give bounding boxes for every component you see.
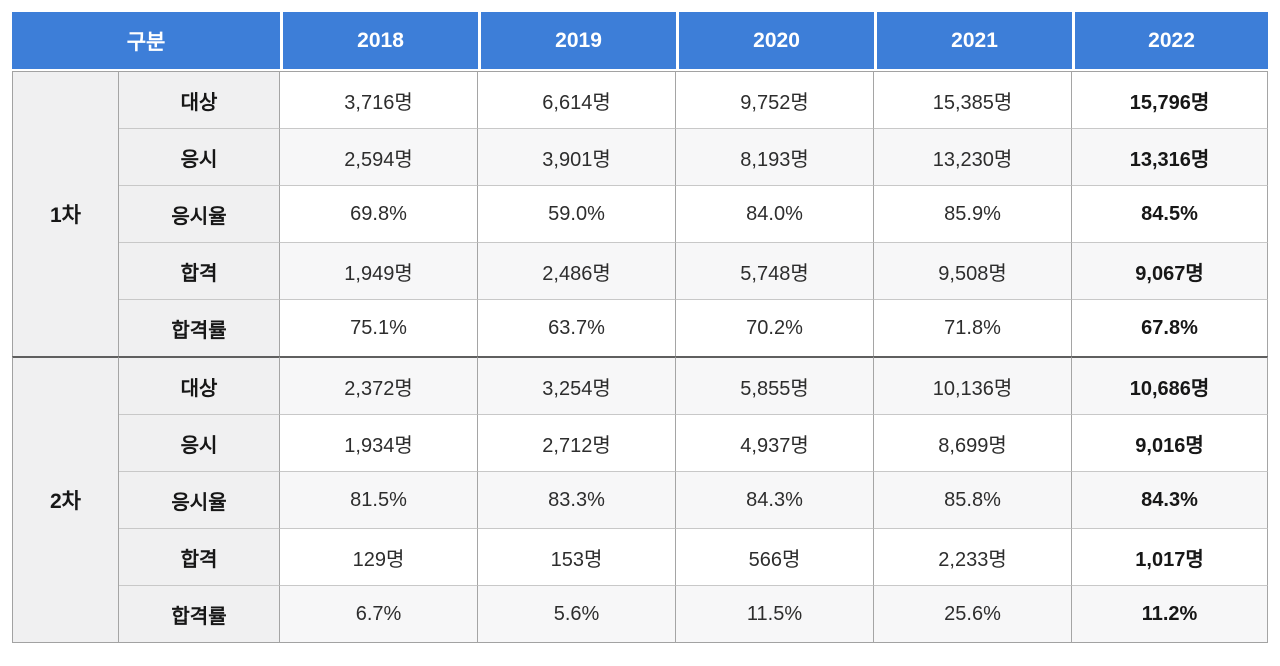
table-row: 응시율 69.8% 59.0% 84.0% 85.9% 84.5% bbox=[12, 186, 1269, 243]
value-cell-2019: 2,712명 bbox=[478, 415, 677, 472]
value-cell-2022: 67.8% bbox=[1072, 300, 1269, 356]
row-label-cell: 응시 bbox=[119, 129, 281, 186]
value-cell-2022: 11.2% bbox=[1072, 586, 1269, 643]
value-cell-2020: 84.3% bbox=[676, 472, 875, 529]
value-cell-2021: 71.8% bbox=[874, 300, 1073, 356]
value-cell-2022: 10,686명 bbox=[1072, 356, 1269, 415]
group-cell-round2: 2차 bbox=[12, 356, 119, 643]
value-cell-2018: 2,372명 bbox=[280, 356, 479, 415]
row-label-cell: 합격률 bbox=[119, 586, 281, 643]
value-cell-2022: 9,067명 bbox=[1072, 243, 1269, 300]
header-row: 구분 2018 2019 2020 2021 2022 bbox=[12, 12, 1269, 71]
table-row: 응시율 81.5% 83.3% 84.3% 85.8% 84.3% bbox=[12, 472, 1269, 529]
table-row: 합격률 6.7% 5.6% 11.5% 25.6% 11.2% bbox=[12, 586, 1269, 643]
value-cell-2021: 85.8% bbox=[874, 472, 1073, 529]
row-label-cell: 응시 bbox=[119, 415, 281, 472]
table-row: 합격 129명 153명 566명 2,233명 1,017명 bbox=[12, 529, 1269, 586]
header-year-2021: 2021 bbox=[874, 12, 1073, 71]
value-cell-2019: 2,486명 bbox=[478, 243, 677, 300]
value-cell-2018: 1,949명 bbox=[280, 243, 479, 300]
value-cell-2019: 3,901명 bbox=[478, 129, 677, 186]
row-label-cell: 응시율 bbox=[119, 472, 281, 529]
value-cell-2022: 13,316명 bbox=[1072, 129, 1269, 186]
value-cell-2021: 15,385명 bbox=[874, 71, 1073, 129]
value-cell-2018: 2,594명 bbox=[280, 129, 479, 186]
table-row: 1차 대상 3,716명 6,614명 9,752명 15,385명 15,79… bbox=[12, 71, 1269, 356]
header-gubun: 구분 bbox=[12, 12, 281, 71]
table-row: 합격률 75.1% 63.7% 70.2% 71.8% 67.8% bbox=[12, 300, 1269, 356]
header-year-2019: 2019 bbox=[478, 12, 677, 71]
value-cell-2019: 59.0% bbox=[478, 186, 677, 243]
table-row: 2차 대상 2,372명 3,254명 5,855명 10,136명 10,68… bbox=[12, 356, 1269, 643]
value-cell-2020: 566명 bbox=[676, 529, 875, 586]
value-cell-2018: 1,934명 bbox=[280, 415, 479, 472]
value-cell-2020: 84.0% bbox=[676, 186, 875, 243]
value-cell-2018: 69.8% bbox=[280, 186, 479, 243]
value-cell-2018: 129명 bbox=[280, 529, 479, 586]
value-cell-2018: 3,716명 bbox=[280, 71, 479, 129]
row-label-cell: 대상 bbox=[119, 356, 281, 415]
value-cell-2019: 153명 bbox=[478, 529, 677, 586]
value-cell-2022: 1,017명 bbox=[1072, 529, 1269, 586]
value-cell-2019: 63.7% bbox=[478, 300, 677, 356]
row-label-cell: 대상 bbox=[119, 71, 281, 129]
value-cell-2020: 5,855명 bbox=[676, 356, 875, 415]
value-cell-2022: 84.3% bbox=[1072, 472, 1269, 529]
value-cell-2021: 8,699명 bbox=[874, 415, 1073, 472]
value-cell-2020: 5,748명 bbox=[676, 243, 875, 300]
table-row: 응시 1,934명 2,712명 4,937명 8,699명 9,016명 bbox=[12, 415, 1269, 472]
value-cell-2019: 83.3% bbox=[478, 472, 677, 529]
value-cell-2020: 11.5% bbox=[676, 586, 875, 643]
header-year-2020: 2020 bbox=[676, 12, 875, 71]
value-cell-2022: 15,796명 bbox=[1072, 71, 1269, 129]
row-label-cell: 합격 bbox=[119, 529, 281, 586]
value-cell-2021: 10,136명 bbox=[874, 356, 1073, 415]
value-cell-2021: 85.9% bbox=[874, 186, 1073, 243]
row-label-cell: 합격 bbox=[119, 243, 281, 300]
value-cell-2022: 9,016명 bbox=[1072, 415, 1269, 472]
value-cell-2020: 70.2% bbox=[676, 300, 875, 356]
group-cell-round1: 1차 bbox=[12, 71, 119, 356]
value-cell-2019: 5.6% bbox=[478, 586, 677, 643]
value-cell-2021: 25.6% bbox=[874, 586, 1073, 643]
row-label-cell: 합격률 bbox=[119, 300, 281, 356]
table-row: 응시 2,594명 3,901명 8,193명 13,230명 13,316명 bbox=[12, 129, 1269, 186]
table-row: 합격 1,949명 2,486명 5,748명 9,508명 9,067명 bbox=[12, 243, 1269, 300]
value-cell-2022: 84.5% bbox=[1072, 186, 1269, 243]
value-cell-2020: 8,193명 bbox=[676, 129, 875, 186]
value-cell-2019: 6,614명 bbox=[478, 71, 677, 129]
exam-stats-table: 구분 2018 2019 2020 2021 2022 1차 대상 3,716명… bbox=[12, 12, 1269, 643]
value-cell-2020: 4,937명 bbox=[676, 415, 875, 472]
value-cell-2021: 2,233명 bbox=[874, 529, 1073, 586]
value-cell-2021: 13,230명 bbox=[874, 129, 1073, 186]
value-cell-2020: 9,752명 bbox=[676, 71, 875, 129]
header-year-2022: 2022 bbox=[1072, 12, 1269, 71]
value-cell-2021: 9,508명 bbox=[874, 243, 1073, 300]
header-year-2018: 2018 bbox=[280, 12, 479, 71]
value-cell-2018: 75.1% bbox=[280, 300, 479, 356]
row-label-cell: 응시율 bbox=[119, 186, 281, 243]
value-cell-2018: 81.5% bbox=[280, 472, 479, 529]
value-cell-2019: 3,254명 bbox=[478, 356, 677, 415]
value-cell-2018: 6.7% bbox=[280, 586, 479, 643]
